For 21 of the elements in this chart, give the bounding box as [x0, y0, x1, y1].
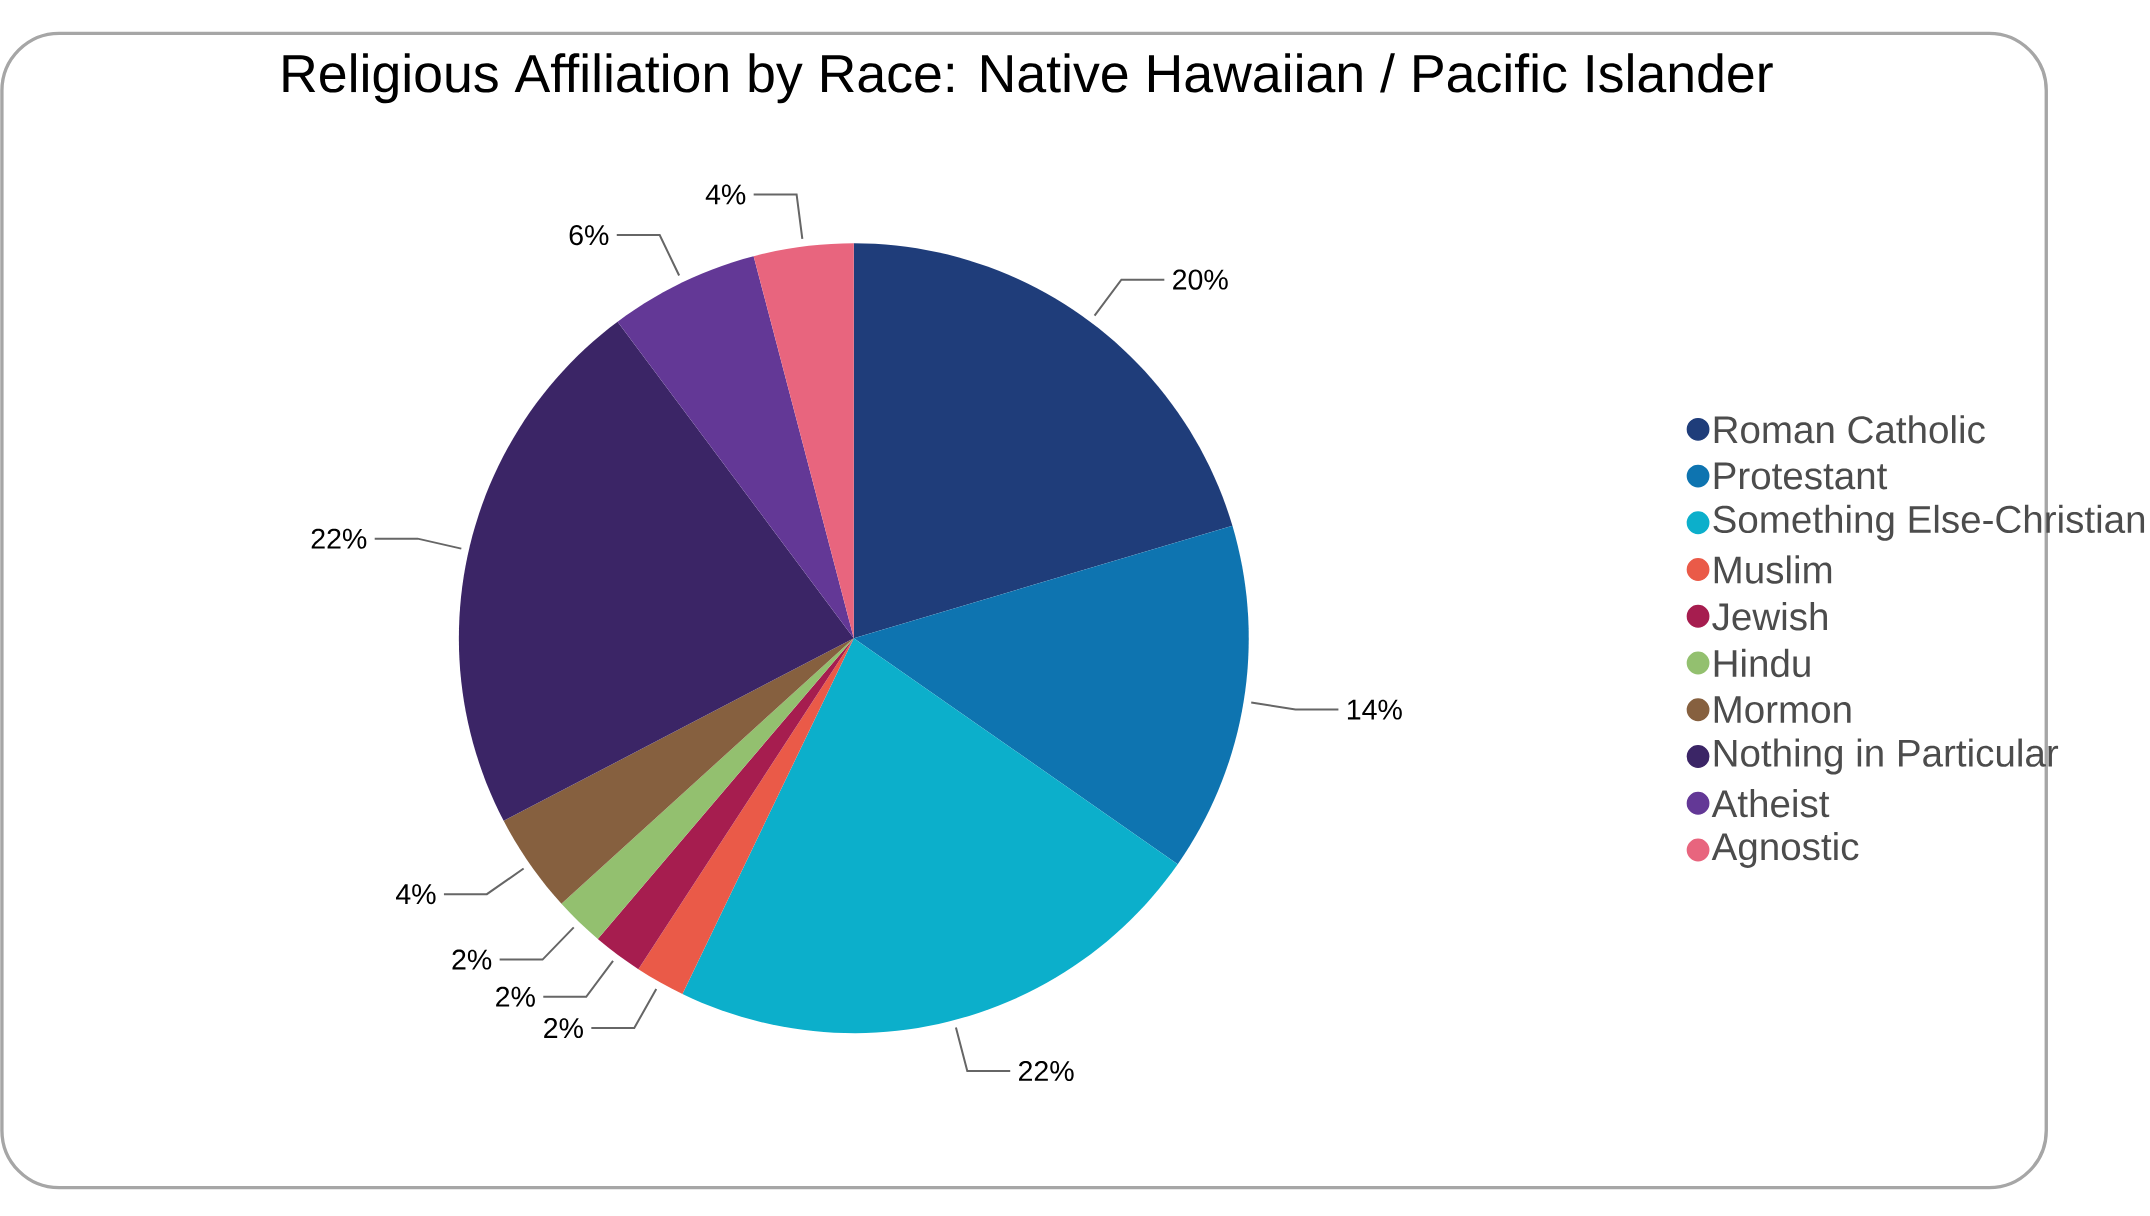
data-label: 6%	[569, 224, 609, 246]
data-label: 4%	[396, 884, 436, 904]
legend-label: Hindu	[1714, 648, 1810, 678]
legend-label: Something Else-Christian	[1713, 504, 2145, 541]
legend-label: Protestant	[1714, 462, 1888, 490]
legend-label: Agnostic	[1711, 831, 1859, 868]
data-label: 20%	[1173, 269, 1228, 290]
legend-label: Atheist	[1711, 788, 1830, 818]
data-label: 2%	[496, 986, 535, 1007]
data-label: 22%	[1019, 1060, 1074, 1081]
legend-label: Jewish	[1712, 601, 1827, 631]
data-label: 2%	[544, 1017, 583, 1038]
data-label: 22%	[311, 528, 367, 549]
legend-label: Roman Catholic	[1714, 415, 1985, 444]
legend-label: Nothing in Particular	[1714, 738, 2059, 775]
legend-label: Muslim	[1714, 555, 1832, 584]
data-label: 4%	[705, 184, 746, 205]
legend-label: Mormon	[1714, 696, 1851, 724]
data-label: 14%	[1347, 699, 1402, 720]
chart-title: Religious Affiliation by Race: Native Hawaiian / Pacific Islander	[283, 53, 1773, 104]
data-label: 2%	[452, 949, 492, 970]
